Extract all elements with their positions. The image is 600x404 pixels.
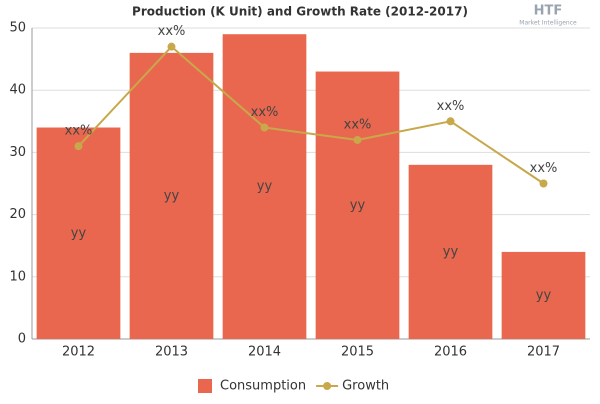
chart-title: Production (K Unit) and Growth Rate (201… (132, 5, 468, 19)
x-tick-label: 2017 (527, 345, 560, 360)
bar (315, 71, 400, 339)
y-tick-label: 20 (9, 207, 26, 222)
line-point (446, 117, 455, 126)
point-label: xx% (530, 161, 558, 176)
legend-label: Growth (342, 379, 389, 394)
bar-label: yy (164, 188, 180, 203)
logo-tagline: Market Intelligence (519, 20, 577, 27)
logo-name: HTF (534, 4, 563, 19)
y-tick-label: 30 (9, 145, 26, 160)
bar-label: yy (536, 288, 552, 303)
x-tick-label: 2013 (155, 345, 188, 360)
bar-label: yy (350, 198, 366, 213)
x-tick-label: 2014 (248, 345, 281, 360)
bar (129, 52, 214, 339)
bar (501, 251, 586, 339)
y-tick-label: 0 (18, 332, 26, 347)
x-tick-label: 2015 (341, 345, 374, 360)
bar (36, 127, 121, 340)
x-tick-label: 2016 (434, 345, 467, 360)
line-point (74, 142, 83, 151)
bar-label: yy (257, 179, 273, 194)
legend-swatch (323, 382, 332, 390)
x-tick-label: 2012 (62, 345, 95, 360)
y-tick-label: 10 (9, 269, 26, 284)
line-point (353, 135, 362, 144)
point-label: xx% (344, 117, 372, 132)
y-tick-label: 40 (9, 83, 26, 98)
legend-swatch (198, 379, 212, 393)
bar (408, 164, 493, 339)
point-label: xx% (437, 99, 465, 114)
point-label: xx% (251, 105, 279, 120)
line (77, 45, 545, 185)
bar-label: yy (443, 244, 459, 259)
y-tick-label: 50 (9, 21, 26, 36)
bar-label: yy (71, 226, 87, 241)
line-point (167, 42, 176, 51)
bar (222, 34, 307, 339)
line-point (260, 123, 269, 132)
point-label: xx% (158, 24, 186, 39)
line-point (539, 179, 548, 188)
legend-label: Consumption (220, 379, 306, 394)
point-label: xx% (65, 124, 93, 139)
